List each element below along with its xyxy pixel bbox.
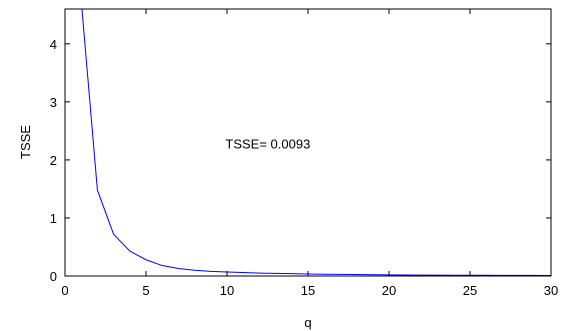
y-tick-label: 1 (50, 211, 57, 226)
tsse-annotation: TSSE= 0.0093 (225, 137, 310, 152)
x-tick-label: 30 (544, 283, 558, 298)
x-axis-label: q (304, 315, 311, 330)
y-axis-ticks: 0 1 2 3 4 (50, 37, 551, 284)
x-tick-label: 25 (463, 283, 477, 298)
series-line-0 (81, 9, 551, 276)
y-tick-label: 0 (50, 269, 57, 284)
y-tick-label: 4 (50, 37, 57, 52)
x-tick-label: 5 (142, 283, 149, 298)
series-layer (81, 9, 551, 276)
y-tick-label: 3 (50, 95, 57, 110)
x-tick-label: 10 (220, 283, 234, 298)
x-tick-label: 20 (382, 283, 396, 298)
x-tick-label: 0 (61, 283, 68, 298)
y-tick-label: 2 (50, 153, 57, 168)
plot-area-background (65, 9, 551, 276)
y-axis-label: TSSE (18, 125, 33, 159)
x-tick-label: 15 (301, 283, 315, 298)
x-axis-ticks: 0 5 10 15 20 25 30 (61, 9, 558, 298)
